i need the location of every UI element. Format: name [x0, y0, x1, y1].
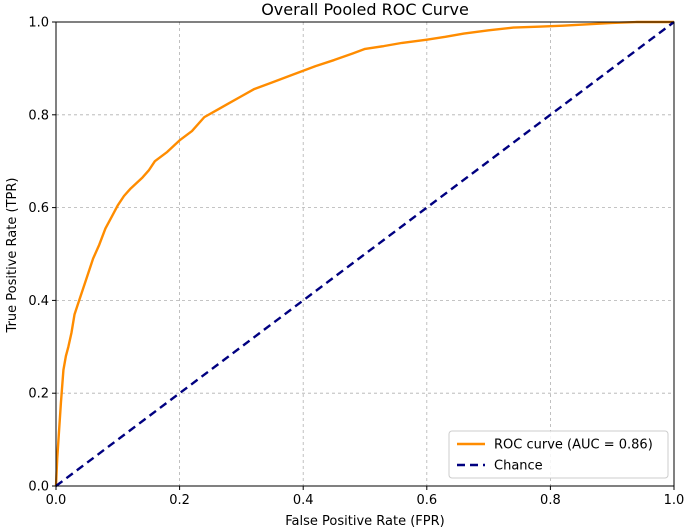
- x-tick-label: 1.0: [664, 493, 685, 508]
- y-tick-label: 0.4: [28, 294, 49, 309]
- x-axis-label: False Positive Rate (FPR): [285, 514, 444, 529]
- x-tick-label: 0.2: [169, 493, 190, 508]
- axis-ticks: 0.0 0.2 0.4 0.6 0.8 1.0 0.0 0.2 0.4 0.6 0.8 1.0: [28, 16, 684, 509]
- series-line-roc: [54, 20, 674, 487]
- y-axis-label: True Positive Rate (TPR): [5, 178, 20, 334]
- x-tick-label: 0.0: [46, 493, 67, 508]
- x-tick-label: 0.8: [540, 493, 561, 508]
- series-line-chance: [55, 21, 675, 487]
- legend: ROC curve (AUC = 0.86) Chance: [448, 430, 669, 479]
- legend-label: ROC curve (AUC = 0.86): [494, 438, 653, 453]
- y-tick-label: 0.0: [28, 480, 49, 495]
- series-group: [54, 20, 675, 487]
- y-tick-label: 0.8: [28, 108, 49, 123]
- chart-title: Overall Pooled ROC Curve: [261, 0, 469, 19]
- y-tick-label: 1.0: [28, 16, 49, 31]
- x-tick-label: 0.6: [416, 493, 437, 508]
- plot-frame: [55, 21, 675, 487]
- legend-box: [448, 430, 669, 479]
- legend-label: Chance: [494, 459, 543, 474]
- y-tick-label: 0.6: [28, 201, 49, 216]
- x-tick-label: 0.4: [293, 493, 314, 508]
- y-tick-label: 0.2: [28, 387, 49, 402]
